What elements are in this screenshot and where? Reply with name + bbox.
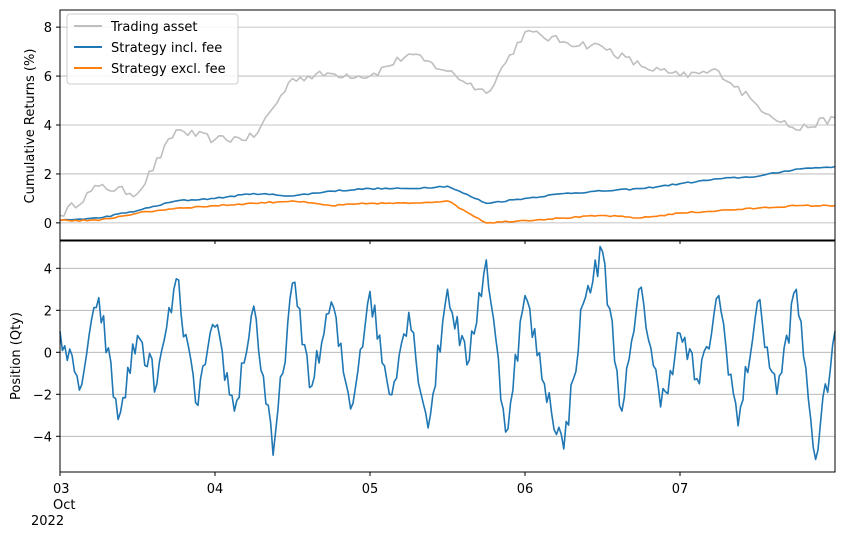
bot-y-tick-label: 2 (44, 304, 52, 319)
x-tick-label: 05 (362, 482, 379, 497)
top-y-tick-label: 0 (44, 217, 52, 232)
position-y-axis-title: Position (Qty) (9, 312, 24, 400)
returns-y-ticks: 0 2 4 6 8 (44, 21, 681, 244)
top-y-tick-label: 4 (44, 119, 52, 134)
position-y-ticks: −4 −2 0 2 4 (33, 262, 60, 445)
top-series-line-0 (59, 29, 836, 217)
x-tick-month-label: Oct (53, 498, 75, 513)
bot-y-tick-label: −2 (33, 388, 52, 403)
top-y-tick-label: 8 (44, 21, 52, 36)
x-tick-year-label: 2022 (31, 514, 64, 529)
legend-label-1: Strategy incl. fee (111, 41, 222, 56)
x-tick-label: 07 (672, 482, 689, 497)
position-axes-frame (59, 240, 836, 473)
x-tick-label: 04 (207, 482, 224, 497)
top-series-line-2 (59, 200, 836, 224)
returns-panel: 0 2 4 6 8 Cumulative Returns (%) (23, 9, 836, 244)
legend-label-2: Strategy excl. fee (111, 62, 226, 77)
legend-box (66, 13, 239, 85)
x-tick-label: 06 (517, 482, 534, 497)
position-series-lines (59, 245, 836, 461)
legend: Trading asset Strategy incl. fee Strategy … (66, 13, 239, 85)
top-y-tick-label: 6 (44, 70, 52, 85)
bot-y-tick-label: 4 (44, 262, 52, 277)
returns-y-axis-title: Cumulative Returns (%) (23, 49, 38, 204)
bot-series-line-0 (59, 245, 836, 461)
top-y-tick-label: 2 (44, 168, 52, 183)
bot-y-tick-label: 0 (44, 346, 52, 361)
x-tick-label: 03 (53, 482, 70, 497)
bot-y-tick-label: −4 (33, 430, 52, 445)
returns-axes-frame (59, 9, 836, 241)
returns-series-lines (59, 29, 836, 224)
top-series-line-1 (59, 165, 836, 222)
legend-label-0: Trading asset (110, 20, 197, 35)
